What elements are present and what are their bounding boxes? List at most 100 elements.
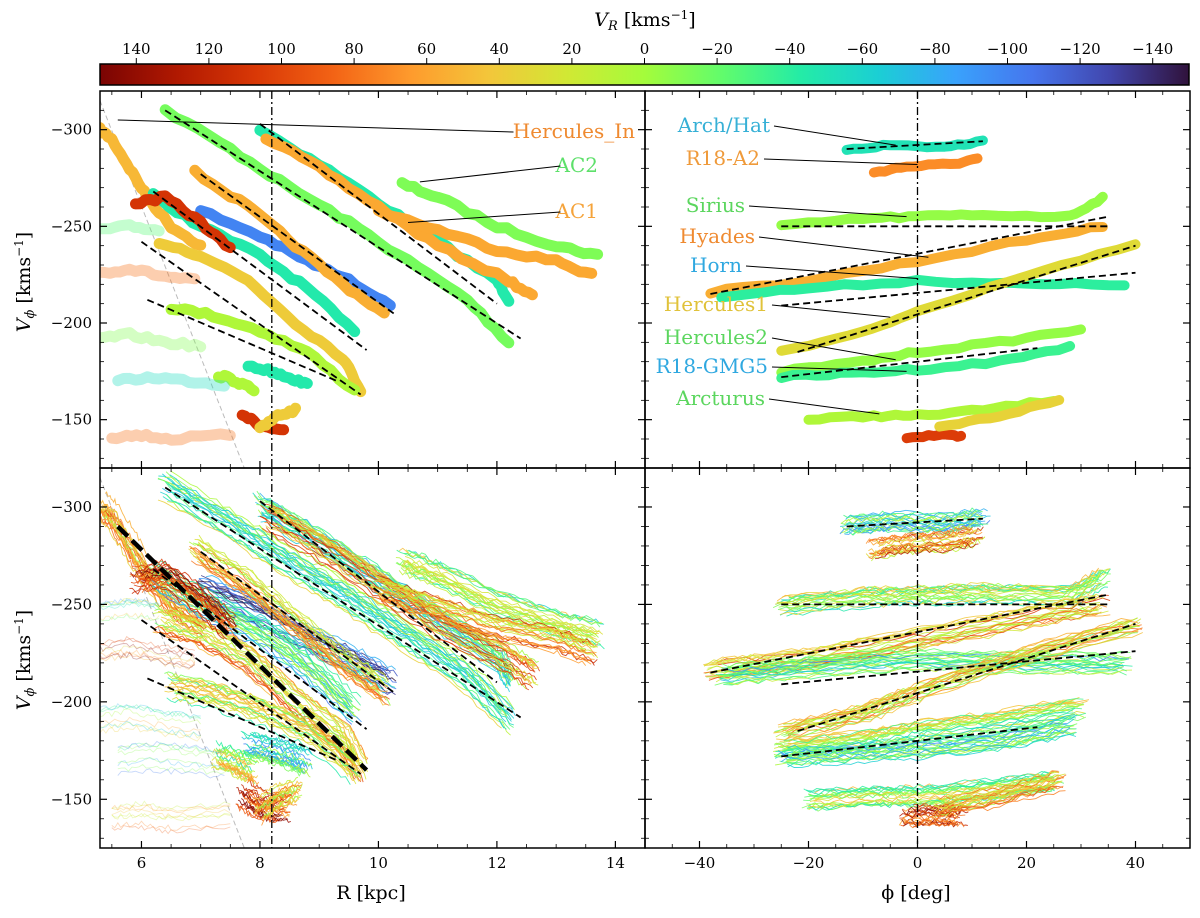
fit-dashed-line [116,524,369,772]
orbit-line-faint [100,597,160,607]
fit-dashed-line [797,623,1136,732]
orbit-line [151,585,354,723]
label-Hyades: Hyades [679,224,755,248]
orbit-line-faint [117,768,225,779]
orbit-line-faint [111,820,231,831]
orbit-line-faint [100,598,160,608]
orbit-line [372,597,587,666]
fit-dashed-line [846,517,983,528]
orbit-line [783,632,1138,739]
colorbar-gradient [99,63,1190,86]
track-Hercules_In [100,122,207,251]
orbit-line [789,699,1090,742]
track-Sirius [776,191,1108,231]
orbit-line [909,822,965,829]
orbit-line [101,503,203,624]
colorbar-tick-label: 140 [122,40,151,58]
orbit-line [786,733,1077,769]
label-leader-line [408,211,561,223]
orbit-line [219,748,256,765]
orbit-line [140,567,236,619]
y-tick-label: −300 [51,498,92,516]
orbit-line-faint [111,812,231,821]
colorbar-tick-label: 20 [562,40,581,58]
fit-dashed-line [710,593,1109,674]
fit-dashed-line [781,271,1136,307]
orbit-line [902,810,958,820]
y-tick-label: −250 [51,217,92,235]
orbit-line [778,574,1101,608]
orbit-line-faint [100,708,202,725]
orbit-line [212,748,249,768]
orbit-line [715,658,1120,676]
orbit-line [874,542,979,560]
track-Hercules1 [776,239,1141,356]
orbit-line [141,569,237,628]
orbit-line-faint [100,716,201,732]
orbit-line [937,786,1058,813]
orbit-line [175,676,360,760]
orbit-line-faint [111,804,231,814]
orbit-line [381,598,595,662]
orbit-line [100,509,198,629]
orbit-line [723,654,1127,676]
orbit-line [783,631,1139,742]
track-R18-A2 [868,153,983,178]
orbit-line-faint [100,613,160,622]
orbit-line [714,666,1119,686]
colorbar-tick-label: 60 [417,40,436,58]
colorbar-tick-label: −100 [987,40,1028,58]
orbit-line-faint [117,742,225,756]
x-tick-label: 8 [255,854,265,872]
orbit-line [218,763,255,782]
orbit-line-faint [100,721,201,739]
orbit-line [774,575,1097,605]
orbit-line-faint [117,756,225,770]
orbit-line [804,774,1050,798]
orbit-line [241,752,302,777]
orbit-line [176,684,361,767]
fit-dashed-line [147,298,338,382]
orbit-line [269,505,537,666]
orbit-line [157,477,502,710]
orbit-line-faint [111,824,231,835]
orbit-line [776,569,1099,603]
fit-dashed-line [259,500,498,684]
orbit-line-faint [117,742,225,754]
label-AC2: AC2 [555,153,598,177]
orbit-line [785,731,1075,765]
label-leader-line [748,205,907,218]
orbit-line [196,555,387,701]
track-AC2 [159,104,515,349]
orbit-line-faint [100,651,196,668]
orbit-line-faint [100,724,202,742]
orbit-line [167,677,352,761]
track-Green-low [165,303,361,396]
orbit-line [775,707,1076,753]
orbit-line [845,511,983,520]
label-R18-GMG5: R18-GMG5 [656,354,768,378]
orbit-line [942,780,1063,809]
label-Hercules1: Hercules1 [664,292,768,316]
fit-dashed-line [259,123,498,305]
orbit-line [725,652,1130,673]
orbit-line [783,698,1084,743]
orbit-line [785,725,1075,759]
colorbar-tick-label: −80 [919,40,951,58]
orbit-line-faint [100,704,201,720]
orbit-line [260,505,528,669]
label-Hercules_In: Hercules_In [513,119,635,143]
colorbar-tick-label: 40 [490,40,509,58]
orbit-line [779,696,1080,743]
orbit-line [945,790,1066,819]
orbit-line [255,791,292,816]
orbit-line [773,627,1128,734]
orbit-line [252,744,313,767]
orbit-line [803,771,1050,794]
orbit-line [407,549,603,624]
orbit-line [868,526,973,543]
label-leader-line [768,398,880,415]
track-AC2-upper [396,177,604,260]
y-tick-label: −150 [51,790,92,808]
orbit-line [382,591,597,657]
